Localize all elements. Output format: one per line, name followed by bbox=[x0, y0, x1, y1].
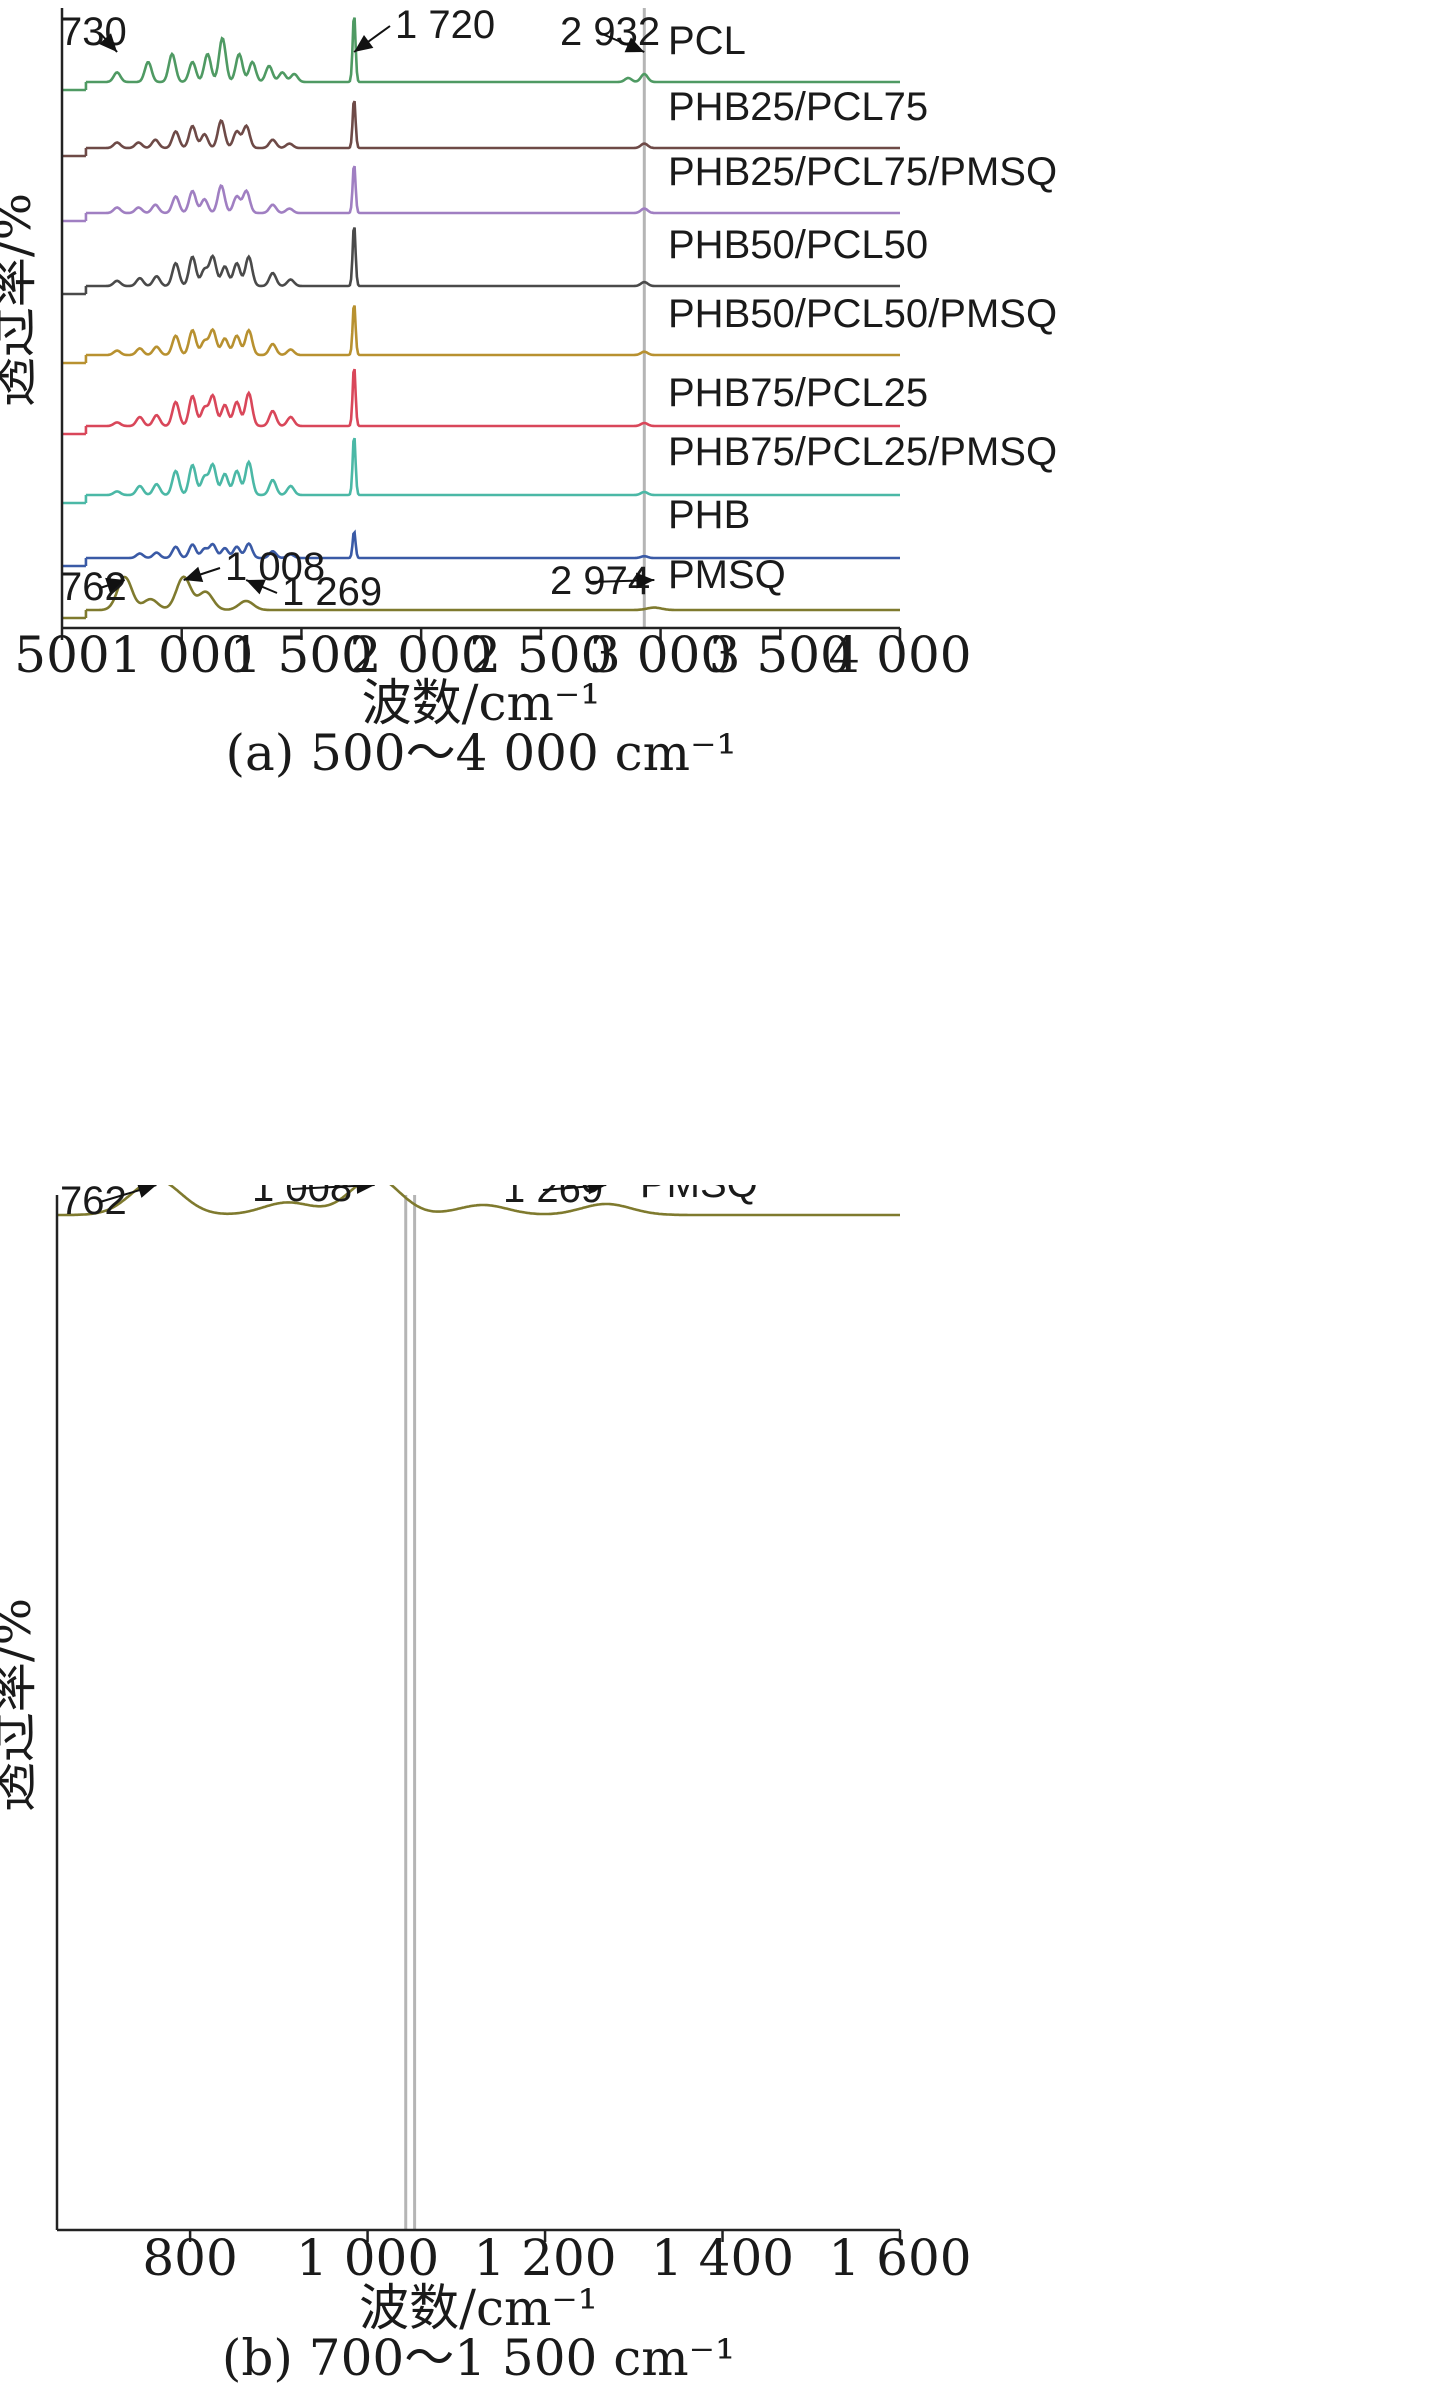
series-line-pmsq bbox=[85, 575, 900, 612]
annotation-arrowhead bbox=[246, 579, 266, 595]
x-tick-label: 2 000 bbox=[350, 626, 493, 684]
ftir-chart-a: PCL PHB25/PCL75 PHB25/PCL75/PMSQ PHB50/PCL5… bbox=[0, 3, 1057, 782]
peak-annotation: 1 720 bbox=[395, 3, 495, 47]
series-line-phb25-pcl75 bbox=[85, 100, 900, 150]
x-axis-title: 波数/cm⁻¹ bbox=[362, 674, 601, 732]
peak-annotation: 762 bbox=[60, 1185, 127, 1223]
series-label: PHB25/PCL75/PMSQ bbox=[668, 150, 1057, 194]
series-line-phb50-pcl50-pmsq bbox=[85, 305, 900, 357]
x-tick-label: 1 000 bbox=[296, 2229, 439, 2287]
x-tick-label: 1 000 bbox=[110, 626, 253, 684]
series-label: PMSQ bbox=[668, 553, 786, 597]
x-tick-label: 1 200 bbox=[473, 2229, 616, 2287]
series-label: PHB bbox=[668, 493, 750, 537]
y-axis-title: 透过率/% bbox=[0, 1598, 42, 1812]
series-group: PCLPHB25/PCL75PHB25/PCL75/PMSQPHB50/PCL5… bbox=[57, 1185, 900, 1217]
x-tick-label: 800 bbox=[142, 2229, 237, 2287]
series-label: PHB75/PCL25 bbox=[668, 371, 928, 415]
x-tick-label: 3 500 bbox=[709, 626, 852, 684]
annotation-arrowhead bbox=[356, 1185, 375, 1194]
x-tick-label: 3 000 bbox=[589, 626, 732, 684]
series-line-phb bbox=[85, 529, 900, 560]
peak-annotation: 1 269 bbox=[282, 570, 382, 614]
series-line-phb75-pcl25 bbox=[85, 368, 900, 428]
series-line-phb25-pcl75-pmsq bbox=[85, 165, 900, 215]
peak-annotation: 730 bbox=[60, 10, 127, 54]
peak-annotation: 1 008 bbox=[225, 545, 325, 589]
annotation-arrowhead bbox=[636, 572, 655, 589]
series-label: PHB50/PCL50 bbox=[668, 223, 928, 267]
annotation-arrowhead bbox=[137, 1185, 157, 1198]
panel-caption: (a) 500～4 000 cm⁻¹ bbox=[225, 724, 736, 782]
x-tick-label: 1 600 bbox=[828, 2229, 971, 2287]
series-label: PCL bbox=[668, 19, 746, 63]
series-line-pcl bbox=[85, 17, 900, 84]
x-tick-label: 1 500 bbox=[230, 626, 373, 684]
series-line-phb75-pcl25-pmsq bbox=[85, 437, 900, 497]
annotation-arrowhead bbox=[99, 33, 118, 52]
series-group: PCL PHB25/PCL75 PHB25/PCL75/PMSQ PHB50/PCL5… bbox=[62, 17, 1057, 620]
x-tick-label: 500 bbox=[14, 626, 109, 684]
x-axis-title: 波数/cm⁻¹ bbox=[359, 2279, 598, 2337]
x-tick-label: 1 400 bbox=[651, 2229, 794, 2287]
series-label: PHB75/PCL25/PMSQ bbox=[668, 430, 1057, 474]
series-line-phb50-pcl50 bbox=[85, 227, 900, 288]
panel-a: PCL PHB25/PCL75 PHB25/PCL75/PMSQ PHB50/PCL5… bbox=[0, 0, 1447, 1185]
series-label: PHB50/PCL50/PMSQ bbox=[668, 292, 1057, 336]
y-axis-title: 透过率/% bbox=[0, 193, 42, 407]
x-tick-label: 4 000 bbox=[828, 626, 971, 684]
annotation-arrowhead bbox=[588, 1185, 607, 1195]
panel-caption: (b) 700～1 500 cm⁻¹ bbox=[222, 2329, 735, 2387]
annotation-arrowhead bbox=[354, 34, 374, 52]
ftir-chart-b: PCLPHB25/PCL75PHB25/PCL75/PMSQPHB50/PCL5… bbox=[0, 1185, 972, 2387]
x-tick-label: 2 500 bbox=[469, 626, 612, 684]
peak-annotation: 2 932 bbox=[560, 10, 660, 54]
series-label: PHB25/PCL75 bbox=[668, 85, 928, 129]
annotation-arrowhead bbox=[183, 566, 204, 582]
annotation-arrowhead bbox=[105, 577, 125, 594]
series-label: PMSQ bbox=[640, 1185, 758, 1206]
panel-b: PCLPHB25/PCL75PHB25/PCL75/PMSQPHB50/PCL5… bbox=[0, 1185, 1447, 2389]
series-line-pmsq bbox=[57, 1185, 900, 1217]
annotation-arrowhead bbox=[624, 37, 645, 53]
